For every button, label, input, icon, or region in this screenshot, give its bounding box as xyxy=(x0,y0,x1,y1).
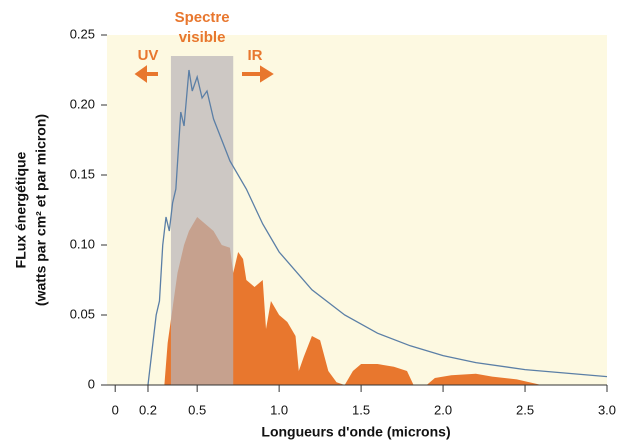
spectrum-line xyxy=(147,69,608,386)
y-tick-label: 0.25 xyxy=(70,26,95,41)
visible-band xyxy=(170,56,234,385)
annotation: visible xyxy=(179,29,226,46)
annotation: Spectre xyxy=(175,9,230,26)
y-tick-label: 0.15 xyxy=(70,166,95,181)
y-axis-title: FLux énergétique xyxy=(13,151,29,268)
x-axis-title: Longueurs d'onde (microns) xyxy=(261,424,450,440)
uv-arrow xyxy=(134,65,158,83)
y-tick-label: 0 xyxy=(88,376,95,391)
y-tick-label: 0.05 xyxy=(70,306,95,321)
x-tick-label: 2.0 xyxy=(434,402,452,417)
x-tick-label: 2.5 xyxy=(516,402,534,417)
annotation: IR xyxy=(248,47,263,64)
x-tick-label: 0 xyxy=(112,402,119,417)
annotation: UV xyxy=(138,47,159,64)
x-tick-label: 1.0 xyxy=(270,402,288,417)
x-tick-label: 1.5 xyxy=(352,402,370,417)
x-tick-label: 0.5 xyxy=(188,402,206,417)
ir-arrow xyxy=(242,65,274,83)
surface-area xyxy=(164,217,607,385)
y-tick-label: 0.10 xyxy=(70,236,95,251)
x-tick-label: 0.2 xyxy=(139,402,157,417)
y-tick-label: 0.20 xyxy=(70,96,95,111)
x-tick-label: 3.0 xyxy=(598,402,616,417)
y-axis-title: (watts par cm² et par micron) xyxy=(33,114,49,306)
